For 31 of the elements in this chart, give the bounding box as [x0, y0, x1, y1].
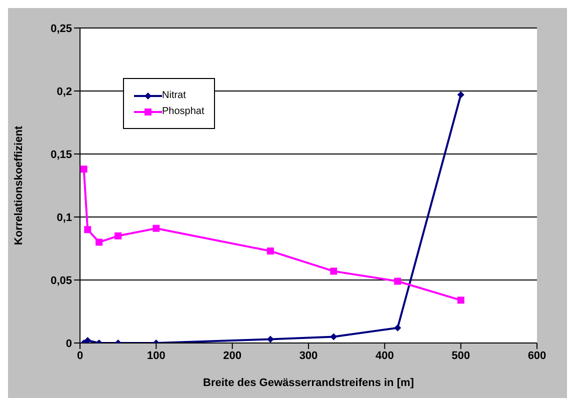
x-axis-title: Breite des Gewässerrandstreifens in [m] [203, 377, 414, 389]
x-tick-label: 500 [452, 350, 470, 362]
y-axis-title: Korrelationskoeffizient [12, 126, 25, 246]
point [80, 166, 88, 173]
point [394, 324, 402, 332]
y-tick-label: 0,05 [50, 274, 72, 287]
point [394, 278, 402, 285]
point [266, 248, 274, 255]
point [266, 336, 274, 343]
x-tick-label: 400 [375, 350, 394, 362]
point [114, 232, 122, 240]
y-tick-label: 0,25 [50, 22, 72, 35]
y-tick-label: 0 [66, 338, 72, 350]
point [330, 333, 338, 340]
x-tick-label: 600 [528, 350, 546, 362]
y-tick-label: 0,1 [56, 212, 72, 224]
point [152, 224, 160, 232]
x-tick-label: 100 [146, 350, 166, 362]
y-tick-label: 0,15 [50, 148, 72, 161]
point [457, 296, 464, 304]
point [84, 226, 92, 234]
point [96, 238, 103, 246]
legend-label: Nitrat [162, 90, 186, 101]
x-tick-label: 0 [76, 350, 84, 362]
point [457, 91, 464, 98]
x-tick-label: 300 [299, 350, 318, 362]
legend-label: Phosphat [162, 106, 204, 117]
point [330, 268, 338, 275]
point [84, 336, 92, 343]
x-tick-label: 200 [223, 350, 242, 362]
y-tick-label: 0,2 [56, 86, 72, 98]
